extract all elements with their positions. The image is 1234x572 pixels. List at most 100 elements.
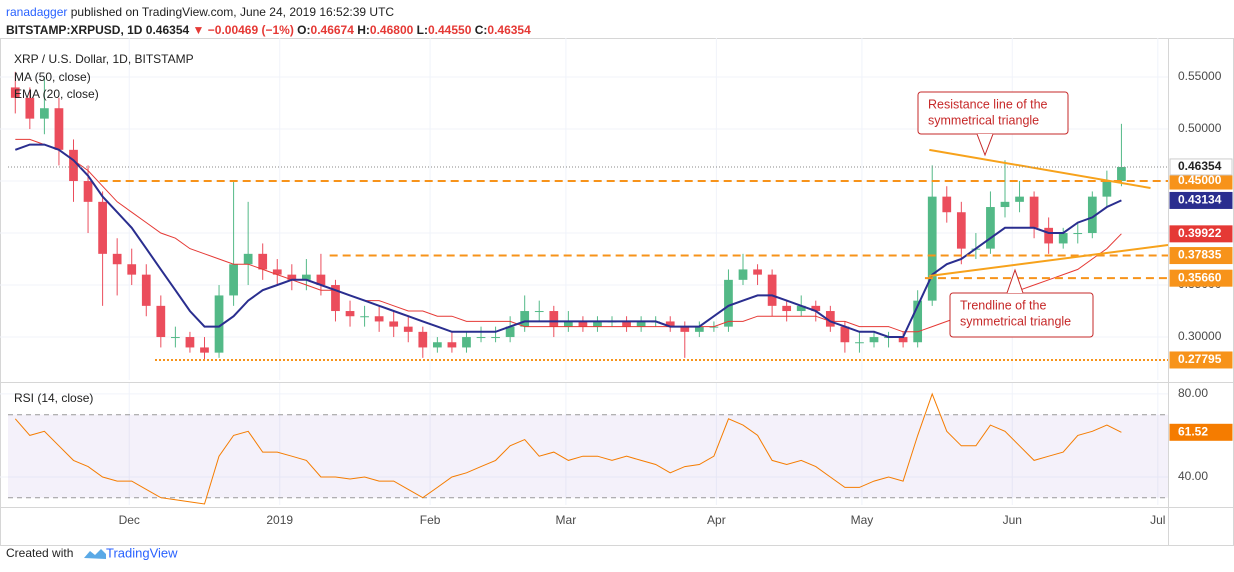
candle-body — [171, 337, 180, 339]
candle-body — [360, 316, 369, 318]
candle-body — [942, 196, 952, 213]
candle-body — [25, 97, 35, 119]
high-label: H: — [357, 23, 370, 37]
candle-body — [578, 321, 588, 327]
candle-body — [54, 108, 64, 150]
candle-body — [258, 253, 268, 270]
candle-body — [782, 305, 792, 312]
y-tick-label: 40.00 — [1178, 469, 1208, 483]
trendline — [929, 148, 1151, 189]
candle-body — [709, 326, 719, 328]
x-tick-label: Feb — [420, 513, 441, 527]
last: 0.46354 — [145, 23, 190, 37]
y-tick-label: 0.30000 — [1178, 329, 1222, 343]
close-label: C: — [474, 23, 488, 37]
candle-body — [520, 311, 530, 327]
x-tick-label: Jul — [1150, 513, 1165, 527]
candle-body — [200, 347, 209, 353]
x-tick-label: Mar — [556, 513, 577, 527]
price-label: 0.46354 — [1178, 159, 1222, 173]
candle-body — [287, 274, 297, 280]
x-tick-label: Dec — [119, 513, 140, 527]
candle-body — [636, 321, 646, 327]
candle-body — [112, 253, 122, 265]
price-label: 0.45000 — [1178, 173, 1222, 187]
candle-body — [272, 269, 282, 275]
price-label: 0.27795 — [1178, 352, 1222, 366]
candle-body — [767, 274, 777, 306]
price-label-bg — [1169, 158, 1233, 176]
candle-body — [956, 212, 966, 249]
legend-entry: MA (50, close) — [14, 70, 91, 84]
callout-text: symmetrical triangle — [960, 314, 1071, 328]
candle-body — [491, 337, 500, 339]
published: published on TradingView.com, June 24, 2… — [70, 5, 395, 19]
trendline — [929, 244, 1169, 277]
candle-body — [1087, 196, 1097, 234]
footer-brand[interactable]: TradingView — [106, 545, 178, 560]
candle-body — [869, 337, 879, 343]
symbol: BITSTAMP:XRPUSD, 1D — [6, 23, 143, 37]
callout-text: Resistance line of the — [928, 97, 1048, 111]
x-tick-label: May — [851, 513, 874, 527]
open-label: O: — [297, 23, 311, 37]
candle-body — [83, 181, 93, 202]
price-label-bg — [1169, 423, 1233, 441]
candle-body — [1073, 233, 1083, 235]
candle-body — [1058, 233, 1068, 244]
candle-body — [229, 264, 238, 296]
candle-body — [1044, 227, 1054, 244]
candle-body — [243, 253, 253, 265]
x-tick-label: 2019 — [266, 513, 293, 527]
candle-body — [811, 305, 821, 312]
price-label: 0.43134 — [1178, 193, 1222, 207]
x-tick-label: Jun — [1003, 513, 1022, 527]
candle-body — [549, 311, 559, 327]
callout-pointer — [976, 133, 994, 157]
header-line: ranadagger published on TradingView.com,… — [6, 5, 394, 19]
price-label: 0.35660 — [1178, 270, 1222, 284]
logo — [84, 549, 106, 559]
callout-text: Trendline of the — [960, 298, 1046, 312]
candle-body — [98, 201, 107, 254]
price-label-bg — [1169, 247, 1233, 265]
candle-body — [680, 326, 690, 332]
candle-body — [898, 337, 908, 343]
candle-body — [389, 321, 399, 327]
candle-body — [185, 337, 195, 348]
chart-title: XRP / U.S. Dollar, 1D, BITSTAMP — [14, 52, 194, 66]
candle-body — [534, 311, 544, 313]
candle-body — [825, 311, 835, 327]
candle-body — [1102, 181, 1112, 197]
candle-body — [316, 274, 326, 286]
author[interactable]: ranadagger — [6, 5, 68, 19]
candle-body — [563, 321, 573, 327]
candle-body — [141, 274, 151, 306]
candle-body — [214, 295, 224, 353]
candle-body — [1117, 166, 1126, 182]
price-label: 0.37835 — [1178, 248, 1222, 262]
candle-body — [127, 264, 137, 275]
candle-body — [622, 321, 631, 327]
price-label-bg — [1169, 269, 1233, 287]
low-label: L: — [416, 23, 428, 37]
callout-pointer — [1006, 268, 1024, 294]
price-label: 61.52 — [1178, 424, 1208, 438]
candle-body — [432, 342, 442, 348]
candle-body — [840, 326, 850, 343]
quote-line: BITSTAMP:XRPUSD, 1D 0.46354 ▼ −0.00469 (… — [6, 23, 531, 37]
high: 0.46800 — [369, 23, 414, 37]
candle-body — [345, 311, 355, 317]
price-label-bg — [1169, 191, 1233, 209]
candle-body — [855, 342, 864, 344]
y-tick-label: 0.55000 — [1178, 69, 1222, 83]
candle-body — [694, 326, 704, 332]
candle-body — [986, 207, 995, 249]
candle-body — [593, 321, 602, 327]
candle-body — [302, 274, 311, 280]
price-label-bg — [1169, 351, 1233, 369]
candle-body — [40, 108, 49, 119]
candle-body — [374, 316, 384, 322]
candle-body — [69, 149, 78, 182]
